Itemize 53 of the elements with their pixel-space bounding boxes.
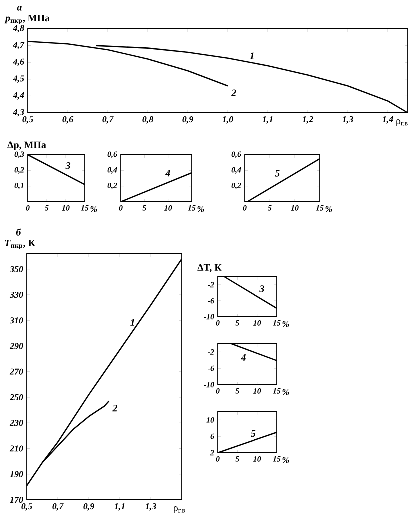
x-tick-label: 1,0 [222,116,234,124]
y-tick-label: 4,4 [13,92,24,100]
x-tick-label: 0,9 [182,116,194,124]
x-tick-label: 1,3 [342,116,354,124]
y-tick-label: 170 [10,496,24,504]
x-axis-title: % [282,389,290,396]
series-label: 4 [165,170,170,177]
x-tick-label: 0,7 [102,116,114,124]
x-tick-label: 1,2 [302,116,314,124]
x-axis-title: % [198,206,204,212]
y-axis-title: ΔT, К [198,264,222,272]
y-tick-label: 4,3 [13,109,24,117]
y-tick-label: 4,6 [13,58,24,66]
y-tick-label: 230 [10,420,24,426]
y-tick-label: 4,8 [13,25,24,33]
y-tick-label: 4,5 [13,76,24,84]
y-tick-label: 4,7 [13,42,25,50]
x-tick-label: 0,6 [62,116,74,124]
y-tick-label: 310 [10,318,24,324]
x-axis-title: % [282,457,290,464]
series-label: 3 [66,162,71,170]
x-axis-title: % [326,206,332,212]
x-tick-label: 0,7 [52,504,64,511]
chart-title: б [16,228,22,236]
y-axis-title: p$_{пкр}$, МПа [4,14,50,24]
x-axis-title: % [90,206,98,212]
x-tick-label: 1,3 [146,504,156,511]
chart-title: а [17,6,22,11]
y-axis-title: Δp, МПа [8,142,46,150]
y-tick-label: 210 [10,446,24,452]
y-tick-label: 250 [10,394,24,401]
series-label: 3 [260,286,264,292]
series-label: 1 [130,319,134,326]
series-label: 4 [241,354,246,361]
x-tick-label: 0,5 [22,116,34,124]
series-label: 5 [275,170,280,177]
y-axis-title: T$_{пкр}$, К [5,240,36,250]
y-tick-label: 350 [10,266,24,272]
x-tick-label: 1,1 [262,116,273,124]
y-tick-label: 190 [10,471,24,478]
x-tick-label: 0,5 [22,504,32,511]
x-tick-label: 1,4 [382,116,394,124]
x-tick-label: 1,1 [114,504,125,511]
x-tick-label: 0,9 [84,504,94,511]
y-tick-label: 330 [10,292,24,298]
series-label: 1 [250,52,254,60]
x-tick-label: 0,8 [142,116,154,124]
x-axis-title: ρ$_{г.в}$ [396,120,408,126]
x-axis-title: ρ$_{г.в}$ [174,506,186,514]
x-axis-title: % [282,321,290,328]
y-tick-label: 270 [10,368,24,375]
series-label: 5 [251,430,256,438]
y-tick-label: 290 [10,343,24,350]
